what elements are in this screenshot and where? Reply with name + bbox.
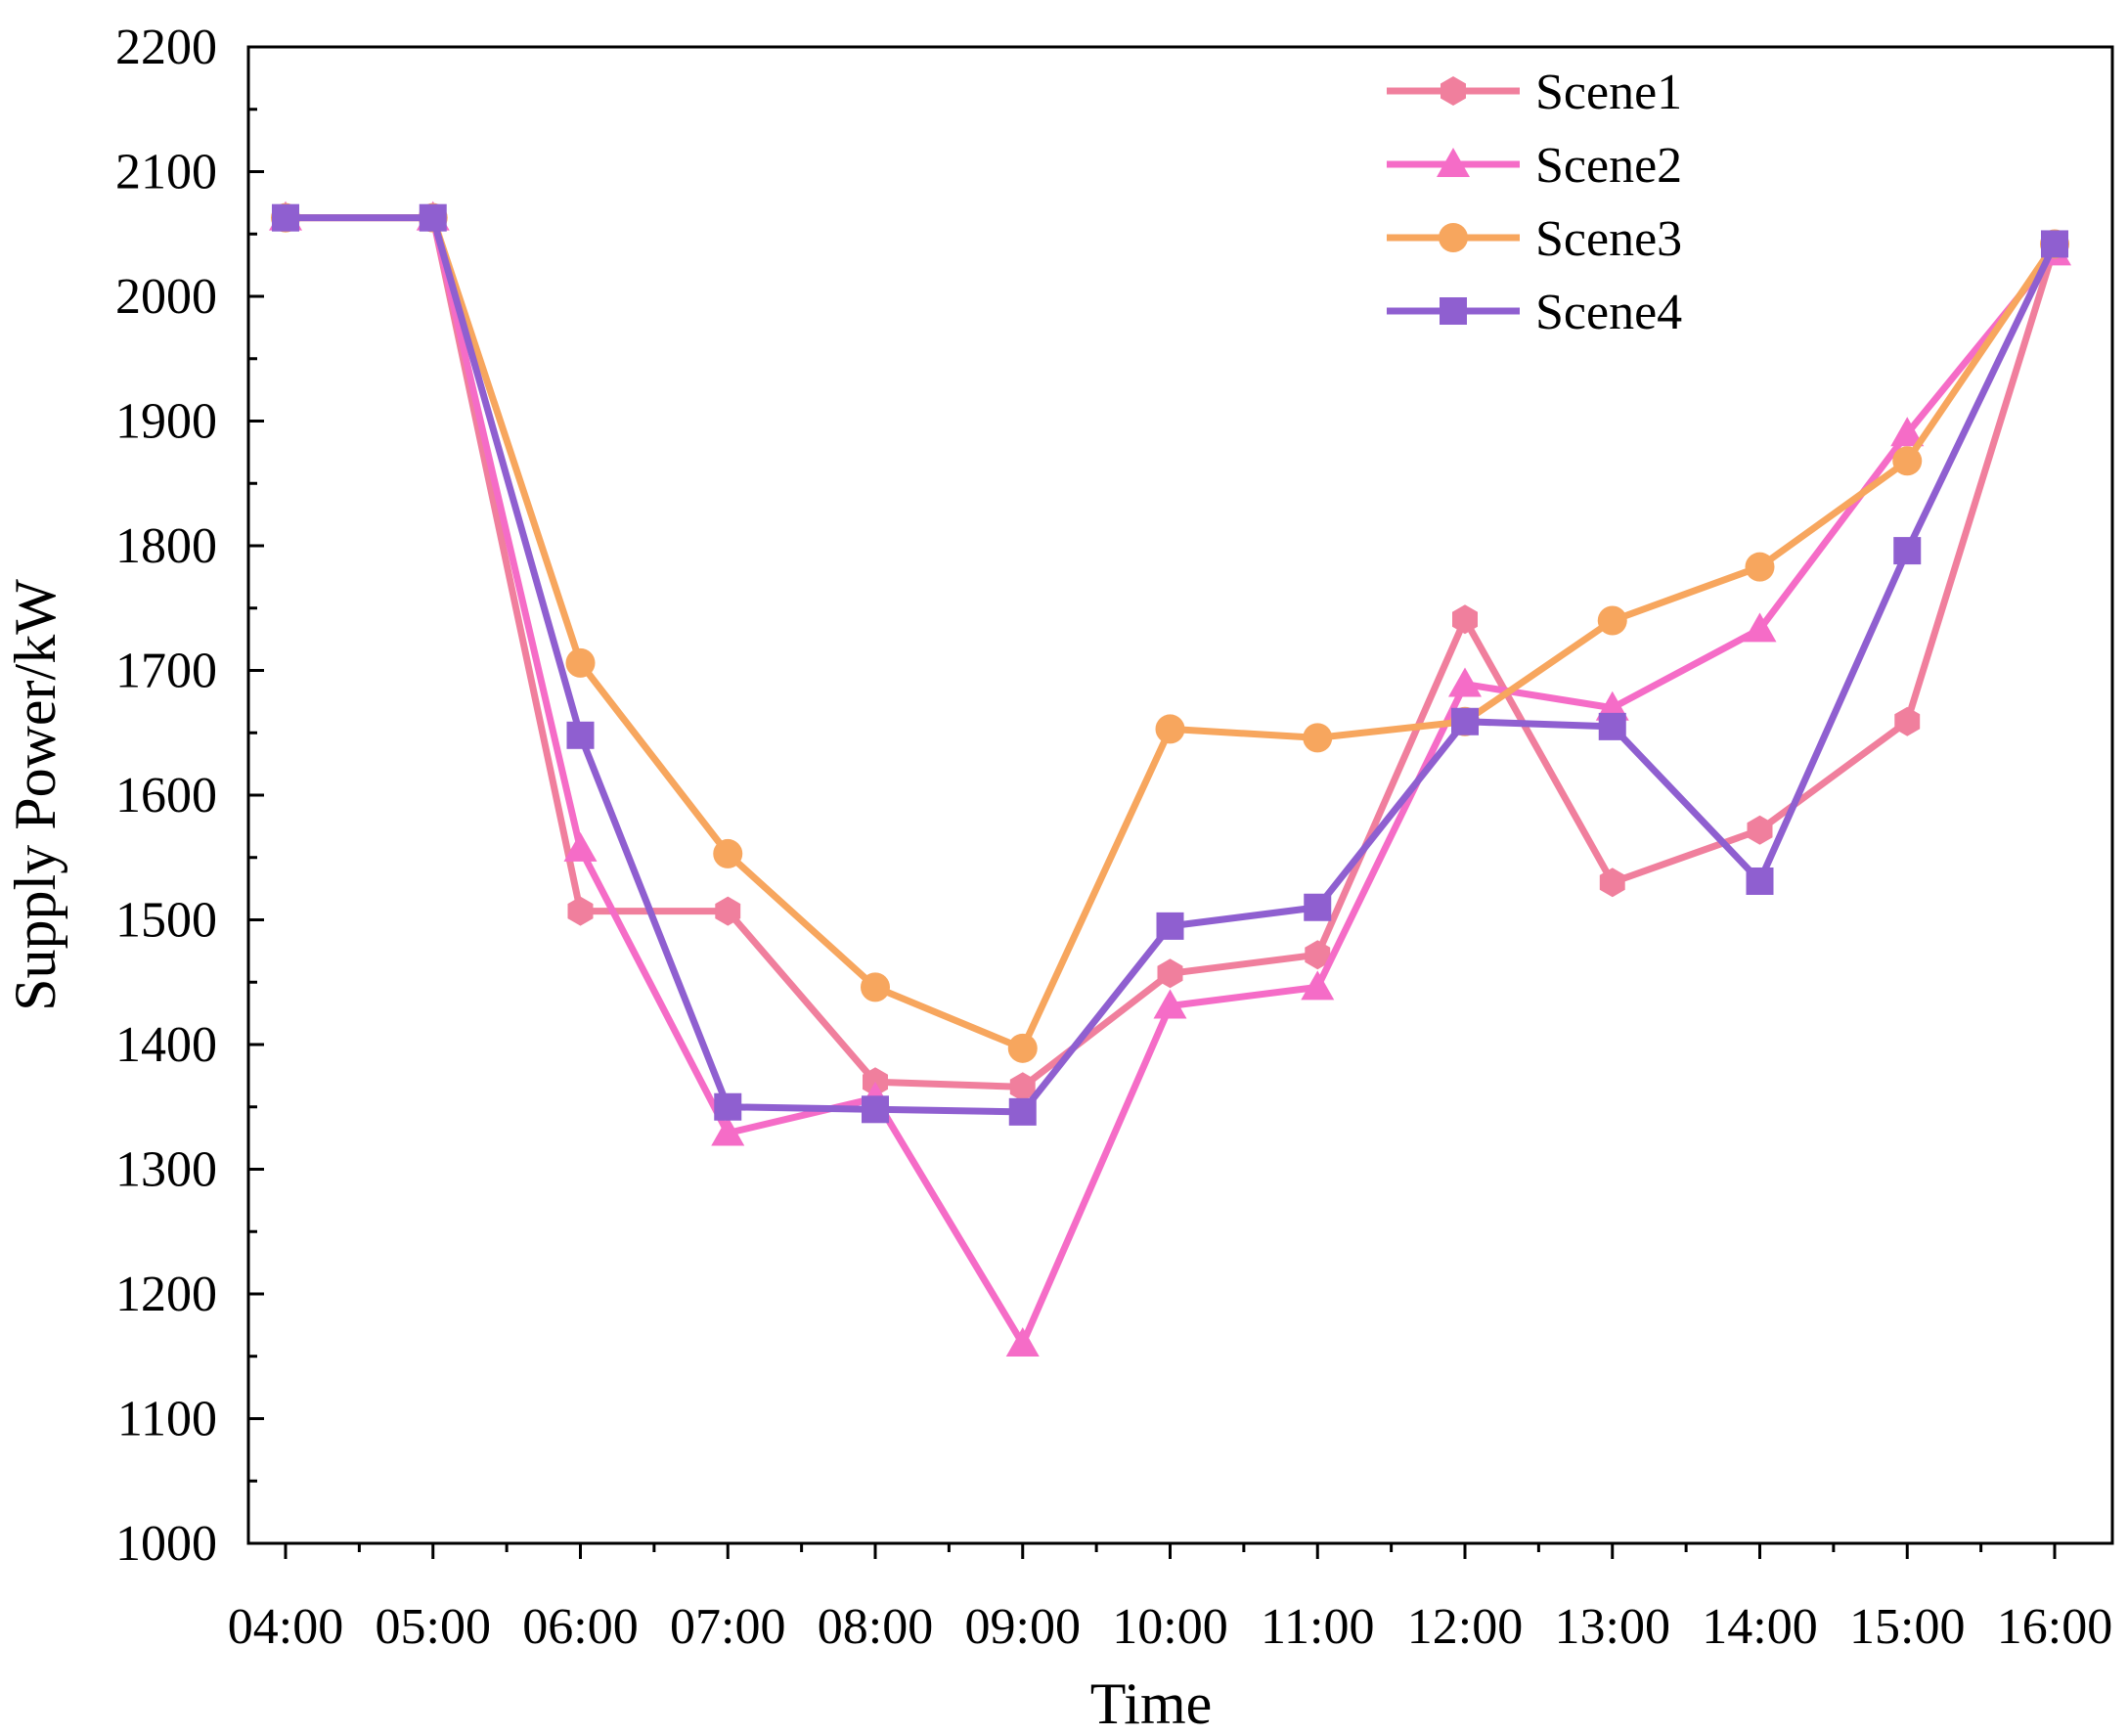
x-tick-label: 10:00: [1112, 1599, 1227, 1655]
circle-marker: [713, 838, 743, 868]
legend-item: Scene4: [1387, 285, 1682, 340]
series-scene1: [273, 202, 2067, 1102]
square-marker: [1304, 893, 1332, 921]
hexagon-marker: [1441, 76, 1466, 106]
circle-marker: [1597, 605, 1627, 636]
triangle-marker: [711, 1116, 745, 1146]
triangle-marker: [1153, 989, 1187, 1019]
square-marker: [419, 203, 447, 232]
triangle-marker: [1005, 1327, 1040, 1357]
legend-label: Scene3: [1535, 211, 1682, 267]
square-marker: [1893, 537, 1922, 565]
hexagon-marker: [1452, 604, 1478, 635]
series-scene4: [272, 203, 2068, 1126]
y-tick-label: 1200: [115, 1267, 217, 1322]
hexagon-marker: [1305, 940, 1331, 970]
plot-frame: [246, 45, 2114, 1545]
square-marker: [1440, 297, 1467, 325]
y-tick-label: 1500: [115, 893, 217, 949]
hexagon-marker: [1009, 1072, 1036, 1102]
hexagon-marker: [1599, 868, 1625, 898]
y-tick-label: 1400: [115, 1017, 217, 1073]
triangle-marker: [1301, 970, 1335, 1001]
square-marker: [1156, 912, 1184, 940]
x-tick-label: 15:00: [1849, 1599, 1965, 1655]
legend-item: Scene3: [1387, 211, 1682, 267]
triangle-marker: [1448, 667, 1482, 697]
y-tick-label: 2200: [115, 20, 217, 75]
x-tick-label: 16:00: [1997, 1599, 2112, 1655]
triangle-marker: [1437, 148, 1470, 177]
legend: Scene1 Scene2 Scene3 Scene4: [1387, 65, 1682, 340]
circle-marker: [565, 647, 596, 678]
hexagon-marker: [1157, 958, 1183, 989]
hexagon-marker: [715, 896, 741, 926]
triangle-marker: [1743, 612, 1777, 643]
triangle-marker: [563, 831, 598, 862]
y-tick-label: 1700: [115, 644, 217, 699]
x-tick-label: 11:00: [1261, 1599, 1375, 1655]
x-tick-label: 04:00: [228, 1599, 343, 1655]
hexagon-marker: [1747, 815, 1773, 845]
square-marker: [272, 203, 299, 232]
x-tick-label: 14:00: [1702, 1599, 1817, 1655]
hexagon-marker: [567, 896, 594, 926]
circle-marker: [861, 972, 890, 1002]
x-axis-title: Time: [1090, 1671, 1213, 1736]
y-tick-label: 1900: [115, 394, 217, 450]
y-tick-label: 1800: [115, 518, 217, 574]
x-axis: 04:00 05:00 06:00 07:00 08:00 09:00 10:00 11:00…: [228, 1543, 2112, 1655]
y-tick-label: 1300: [115, 1142, 217, 1198]
y-tick-label: 2100: [115, 145, 217, 200]
legend-label: Scene2: [1535, 138, 1682, 194]
circle-marker: [1745, 552, 1775, 582]
y-tick-label: 1000: [115, 1516, 217, 1572]
square-marker: [714, 1092, 742, 1121]
x-tick-label: 09:00: [965, 1599, 1081, 1655]
circle-marker: [1007, 1033, 1038, 1063]
hexagon-marker: [1894, 706, 1921, 736]
square-marker: [1746, 867, 1774, 895]
square-marker: [1008, 1097, 1037, 1126]
y-tick-label: 1100: [117, 1392, 217, 1447]
x-tick-label: 12:00: [1407, 1599, 1523, 1655]
y-axis: 1000 1100 1200 1300 1400 1500 1600 1700 1800 1900…: [115, 20, 264, 1572]
square-marker: [2041, 230, 2068, 258]
legend-item: Scene2: [1387, 138, 1682, 194]
x-tick-label: 13:00: [1555, 1599, 1670, 1655]
triangle-marker: [1890, 417, 1925, 447]
square-marker: [1598, 712, 1626, 740]
x-tick-label: 05:00: [376, 1599, 491, 1655]
legend-label: Scene1: [1535, 65, 1682, 120]
series-layer: [269, 200, 2071, 1357]
y-axis-title: Supply Power/kW: [3, 579, 67, 1011]
y-tick-label: 1600: [115, 768, 217, 823]
circle-marker: [1155, 714, 1185, 744]
x-tick-label: 08:00: [818, 1599, 933, 1655]
circle-marker: [1439, 223, 1468, 252]
x-tick-label: 07:00: [670, 1599, 785, 1655]
y-tick-label: 2000: [115, 269, 217, 325]
legend-label: Scene4: [1535, 285, 1682, 340]
circle-marker: [1892, 446, 1923, 476]
square-marker: [566, 721, 595, 749]
circle-marker: [1303, 723, 1333, 753]
square-marker: [862, 1095, 889, 1124]
x-tick-label: 06:00: [522, 1599, 638, 1655]
square-marker: [1451, 707, 1479, 735]
legend-item: Scene1: [1387, 65, 1682, 120]
